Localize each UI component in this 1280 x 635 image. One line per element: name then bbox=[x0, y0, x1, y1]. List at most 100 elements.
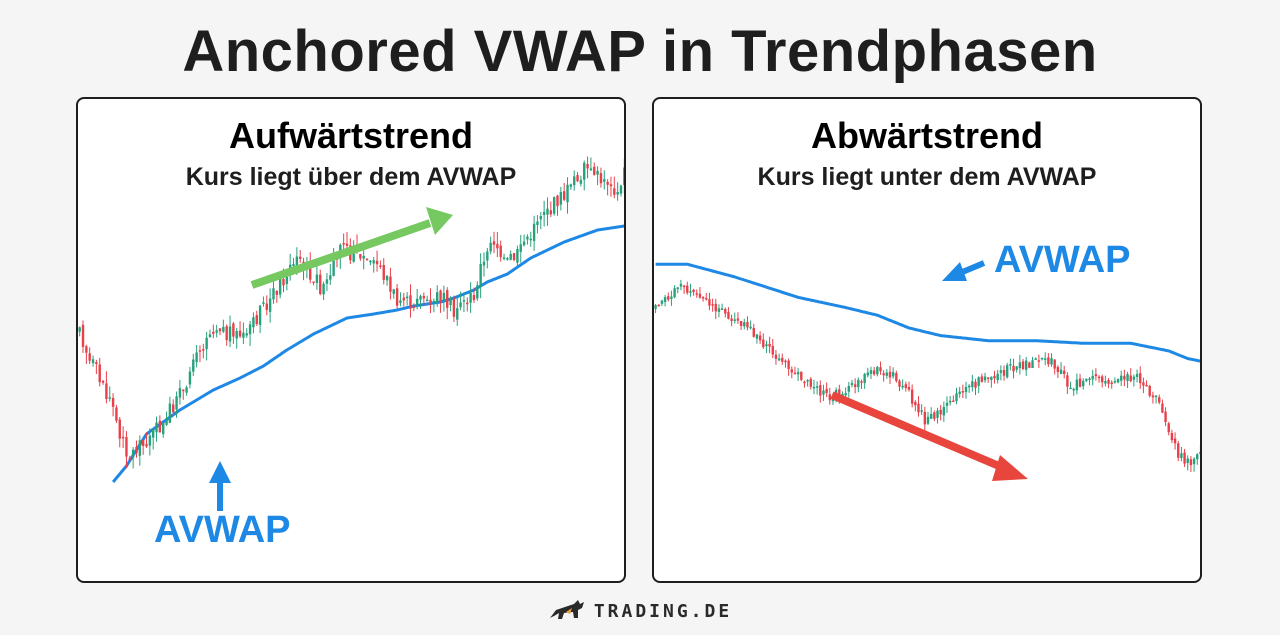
candle bbox=[178, 379, 182, 405]
candle bbox=[98, 357, 101, 387]
candle bbox=[519, 234, 522, 263]
candle bbox=[162, 422, 165, 438]
candle bbox=[1066, 372, 1069, 394]
candle bbox=[402, 292, 405, 307]
candle bbox=[235, 327, 238, 349]
candle bbox=[155, 416, 158, 442]
candle bbox=[686, 281, 689, 295]
candle bbox=[242, 322, 245, 344]
candle bbox=[619, 184, 623, 197]
candle bbox=[1101, 374, 1104, 388]
candle bbox=[552, 196, 556, 216]
candle bbox=[108, 386, 111, 402]
candle bbox=[758, 331, 762, 344]
candle bbox=[603, 170, 606, 190]
candle bbox=[138, 435, 142, 466]
candle bbox=[787, 358, 790, 376]
candle bbox=[1170, 429, 1174, 444]
candle bbox=[822, 384, 825, 401]
candle bbox=[1050, 353, 1053, 367]
candle bbox=[1091, 369, 1094, 386]
candle bbox=[452, 295, 456, 322]
candle bbox=[449, 296, 452, 312]
candle bbox=[866, 367, 870, 378]
candle bbox=[432, 298, 436, 313]
candle bbox=[898, 379, 901, 392]
candle bbox=[1135, 369, 1139, 383]
candle bbox=[202, 343, 205, 359]
candle bbox=[88, 347, 91, 365]
candle bbox=[1132, 374, 1136, 387]
candle bbox=[720, 303, 724, 310]
candle bbox=[532, 215, 536, 251]
candle bbox=[492, 231, 496, 254]
candle bbox=[670, 290, 673, 306]
candle bbox=[882, 370, 885, 382]
candle bbox=[158, 415, 162, 433]
candle bbox=[663, 294, 667, 307]
uptrend-subtitle: Kurs liegt über dem AVWAP bbox=[185, 163, 517, 191]
candle bbox=[85, 344, 88, 364]
candle bbox=[654, 303, 657, 314]
candle bbox=[419, 294, 422, 309]
candle bbox=[609, 176, 613, 197]
candle bbox=[765, 340, 768, 354]
candle bbox=[526, 234, 529, 245]
bull-icon bbox=[549, 600, 584, 619]
candle bbox=[923, 406, 927, 431]
candle bbox=[81, 320, 85, 353]
candle bbox=[803, 380, 806, 388]
candle bbox=[996, 369, 999, 384]
candle bbox=[566, 177, 569, 214]
candle bbox=[425, 295, 429, 302]
candle bbox=[1053, 359, 1056, 375]
candle bbox=[322, 281, 325, 301]
candle bbox=[847, 381, 851, 398]
candle bbox=[1142, 377, 1145, 394]
candle bbox=[623, 158, 624, 194]
candle bbox=[705, 292, 708, 301]
candle bbox=[876, 366, 879, 377]
candle bbox=[1126, 371, 1129, 389]
candle bbox=[446, 287, 449, 320]
candle bbox=[1177, 440, 1180, 462]
candle bbox=[215, 324, 218, 338]
candle bbox=[208, 329, 212, 338]
candle bbox=[1088, 376, 1091, 386]
candle bbox=[262, 296, 265, 307]
candle bbox=[888, 365, 892, 385]
candle bbox=[1028, 361, 1031, 369]
candle bbox=[95, 359, 98, 374]
candle bbox=[860, 379, 863, 390]
candle bbox=[980, 373, 984, 383]
candle bbox=[392, 288, 395, 299]
candle bbox=[466, 297, 469, 312]
candle bbox=[245, 328, 248, 338]
candle bbox=[372, 257, 375, 273]
candle bbox=[1113, 377, 1117, 384]
downtrend-chart bbox=[654, 260, 1200, 481]
candle bbox=[955, 387, 958, 405]
candle bbox=[205, 331, 208, 361]
candle bbox=[616, 182, 619, 201]
candle bbox=[148, 428, 152, 456]
candle bbox=[499, 240, 502, 262]
candle bbox=[91, 355, 95, 367]
candle bbox=[415, 288, 419, 310]
candle bbox=[472, 287, 476, 303]
candle bbox=[462, 292, 466, 312]
candle bbox=[562, 183, 566, 202]
candle bbox=[476, 281, 479, 301]
candle bbox=[546, 197, 549, 226]
candle bbox=[125, 431, 128, 469]
candle bbox=[1075, 373, 1079, 395]
candle bbox=[910, 384, 914, 408]
candle bbox=[917, 396, 920, 417]
candle bbox=[815, 381, 819, 395]
candle bbox=[506, 256, 509, 261]
candle bbox=[777, 353, 781, 362]
candle bbox=[218, 328, 222, 336]
candle bbox=[593, 162, 596, 176]
candle bbox=[486, 247, 489, 269]
candle bbox=[576, 172, 579, 183]
